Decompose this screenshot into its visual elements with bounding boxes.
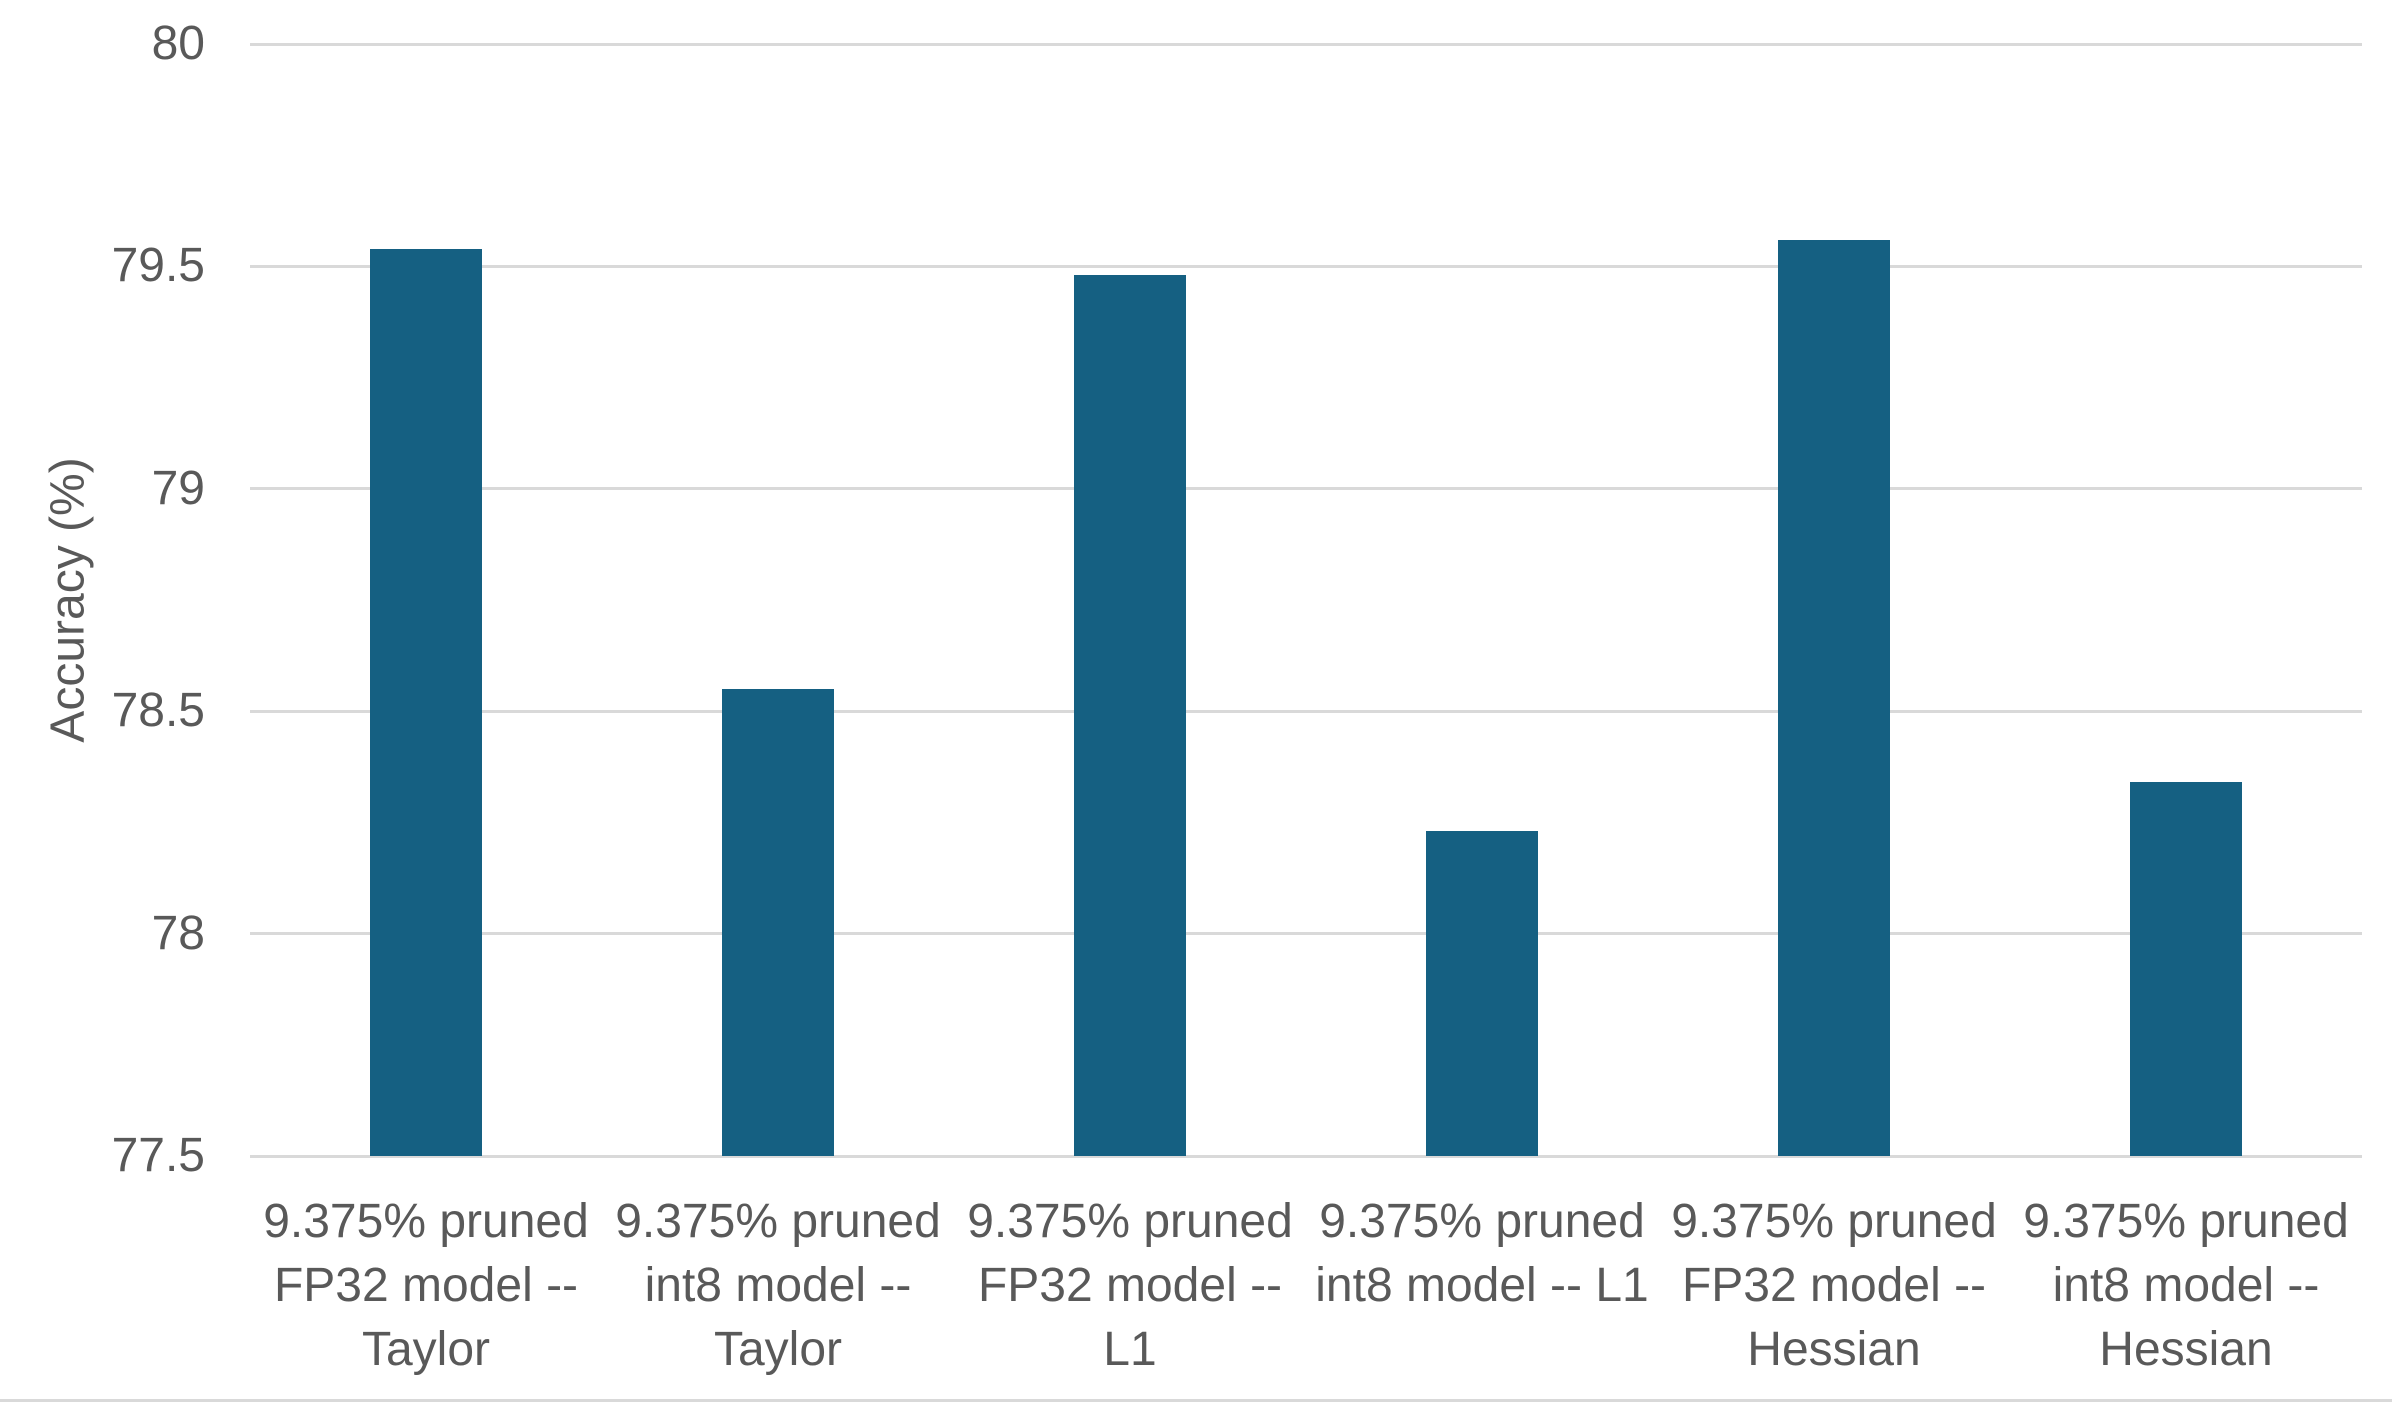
x-category-label: 9.375% pruned FP32 model -- Hessian: [1671, 1195, 1997, 1376]
plot-area: [250, 44, 2362, 1156]
y-tick-label: 80: [151, 17, 205, 70]
bar: [370, 248, 482, 1156]
gridline: [250, 42, 2362, 46]
y-tick-label: 78: [151, 906, 205, 960]
gridline: [250, 1154, 2362, 1158]
bar: [722, 688, 834, 1156]
y-tick-label: 79.5: [111, 239, 205, 293]
x-category-label: 9.375% pruned int8 model -- L1: [1315, 1195, 1649, 1312]
chart-bottom-border: [0, 1399, 2392, 1402]
x-category-label: 9.375% pruned FP32 model -- Taylor: [263, 1195, 589, 1376]
x-category-label: 9.375% pruned FP32 model -- L1: [967, 1195, 1293, 1376]
bar: [2130, 782, 2242, 1156]
gridline: [250, 932, 2362, 936]
y-tick-label: 79: [151, 461, 205, 515]
x-category-label: 9.375% pruned int8 model -- Taylor: [615, 1195, 941, 1376]
gridline: [250, 709, 2362, 713]
gridline: [250, 487, 2362, 491]
y-tick-label: 78.5: [111, 684, 205, 738]
bar: [1778, 239, 1890, 1156]
bar: [1426, 831, 1538, 1156]
y-tick-label: 77.5: [111, 1129, 205, 1182]
gridline: [250, 264, 2362, 268]
x-category-label: 9.375% pruned int8 model -- Hessian: [2023, 1195, 2349, 1376]
bar: [1074, 275, 1186, 1156]
